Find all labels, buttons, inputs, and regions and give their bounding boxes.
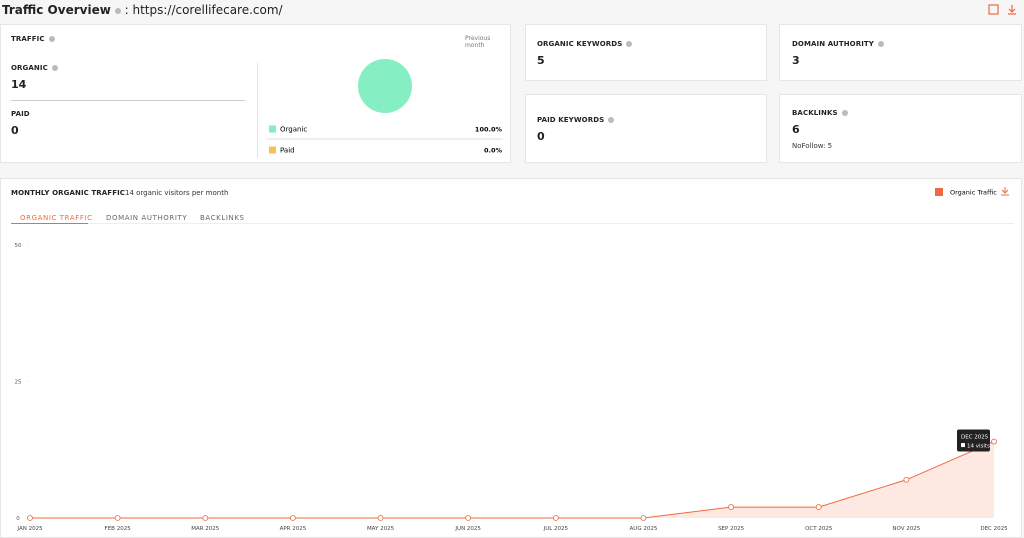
period: Previous month [465,35,491,49]
y-tick-label: 25 [15,380,22,386]
stat-label: PAID KEYWORDS [537,116,605,124]
y-tick-label: 50 [15,243,22,249]
monthly-title: MONTHLY ORGANIC TRAFFIC [11,189,126,197]
point[interactable] [202,515,209,521]
point[interactable] [903,476,910,483]
stat-value: 6 [792,123,800,136]
page-title: Traffic Overview [2,3,111,17]
legend-value: 0.0% [484,147,503,155]
x-tick-label: NOV 2025 [892,526,920,532]
legend-swatch [935,188,943,196]
x-tick-label: APR 2025 [280,526,307,532]
traffic-label: TRAFFIC [11,35,55,43]
stat-card: DOMAIN AUTHORITY 3 [779,24,1022,81]
tab[interactable]: DOMAIN AUTHORITY [106,214,188,222]
stat-label: ORGANIC KEYWORDS [537,40,623,48]
download-icon[interactable] [1001,187,1009,196]
stat-label: DOMAIN AUTHORITY [792,40,874,48]
monthly-subtitle: 14 organic visitors per month [125,189,229,197]
x-tick-label: SEP 2025 [718,526,745,532]
x-tick-label: AUG 2025 [630,526,658,532]
point[interactable] [465,515,472,521]
x-tick-label: OCT 2025 [805,526,833,532]
header-icons[interactable] [988,4,1020,16]
point[interactable] [640,515,647,521]
tooltip-text: 14 visits [967,444,990,450]
stat-card: BACKLINKS 6 NoFollow: 5 [779,94,1022,163]
stat-label: BACKLINKS [792,109,838,117]
pie-slice [358,59,412,113]
area [30,441,994,518]
legend-swatch [269,146,276,154]
stat-value: 0 [537,130,545,143]
organic-value: 14 [11,78,27,91]
x-tick-label: JAN 2025 [16,526,43,532]
stat-value: 5 [537,54,545,67]
line [30,441,995,519]
paid-label: PAID [11,110,30,118]
monthly-card: MONTHLY ORGANIC TRAFFIC 14 organic visit… [0,178,1022,538]
y-tick-label: 0 [16,516,20,522]
pie-chart: Organic 100.0% Paid 0.0% [267,59,503,155]
stat-card: PAID KEYWORDS 0 [525,94,767,163]
point[interactable] [815,504,822,510]
paid-value: 0 [11,124,19,137]
tab[interactable]: BACKLINKS [200,214,245,222]
x-tick-label: DEC 2025 [980,526,1008,532]
domain: : https://corellifecare.com/ [124,3,283,17]
tooltip [957,429,990,452]
tooltip-title: DEC 2025 [961,435,989,441]
header: Traffic Overview : https://corellifecare… [2,3,283,17]
tooltip-swatch [961,443,965,448]
legend-label: Paid [280,147,295,155]
tab[interactable]: ORGANIC TRAFFIC [20,214,93,222]
x-tick-label: MAR 2025 [191,526,220,532]
stat-value: 3 [792,54,800,67]
point[interactable] [377,515,384,521]
x-tick-label: FEB 2025 [105,526,132,532]
x-tick-label: JUN 2025 [454,526,481,532]
line-chart: 0 25 50 JAN 2025 FEB 2025 MAR 2025 APR 2025 MAY… [15,187,1009,532]
point[interactable] [552,515,559,521]
legend-swatch [269,125,276,133]
point[interactable] [991,438,997,445]
legend-label: Organic Traffic [950,189,997,197]
traffic-card: TRAFFIC Previous month ORGANIC 14 PAID 0… [0,24,511,163]
point[interactable] [290,515,296,521]
point[interactable] [27,515,33,521]
organic-label: ORGANIC [11,64,58,72]
legend-label: Organic [280,126,307,134]
stat-card: ORGANIC KEYWORDS 5 [525,24,767,81]
legend-value: 100.0% [475,126,503,134]
x-tick-label: MAY 2025 [367,526,395,532]
x-tick-label: JUL 2025 [543,526,569,532]
point[interactable] [728,504,734,510]
point[interactable] [114,515,121,521]
stat-note: NoFollow: 5 [792,142,833,150]
